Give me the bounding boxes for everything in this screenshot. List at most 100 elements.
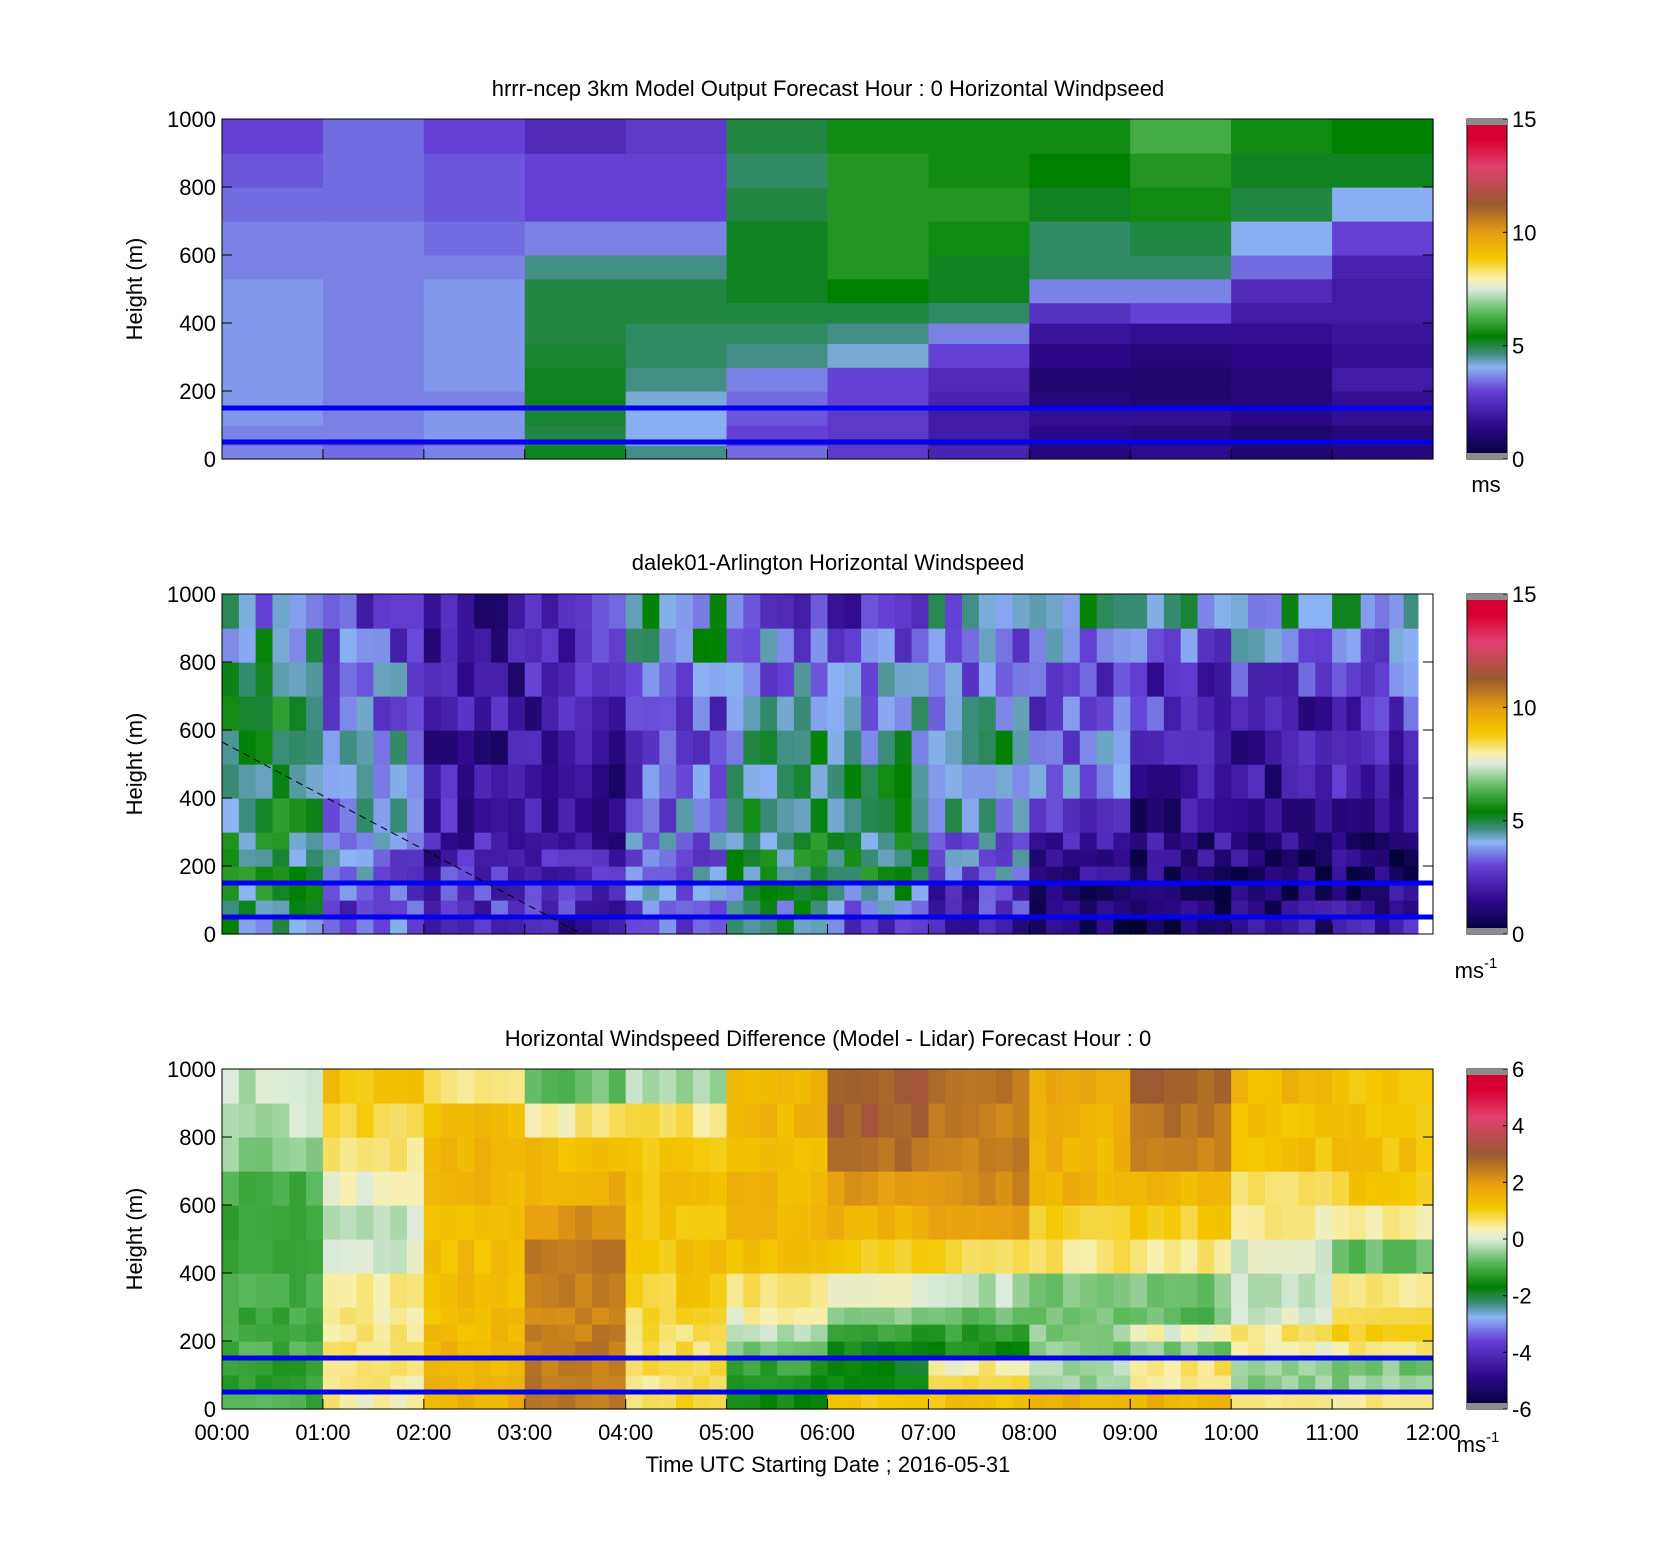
panel-lidar-cell [911,883,930,901]
panel-lidar-cell [608,662,627,697]
panel-difference-cell [440,1375,459,1393]
panel-lidar-cell [1197,866,1215,884]
panel-difference-cell [339,1239,358,1274]
panel-lidar-cell [877,628,896,663]
panel-difference-cell [1399,1069,1417,1104]
panel-lidar-cell [1079,628,1098,663]
panel-difference-cell [222,1137,240,1172]
panel-lidar-cell [1062,628,1081,663]
panel-difference-cell [877,1273,896,1308]
panel-model-cell [222,221,324,256]
panel-lidar-cell [339,730,358,765]
panel-lidar-cell [1029,662,1047,697]
panel-difference-cell [1264,1324,1283,1342]
panel-difference-cell [995,1392,1014,1410]
panel-lidar-cell [676,798,694,833]
panel-difference-cell [474,1205,492,1240]
panel-difference-cell [692,1358,711,1376]
panel-model-cell [423,278,526,304]
panel-lidar-cell [272,730,290,765]
panel-difference-cell [558,1324,576,1342]
panel-lidar-cell [962,730,980,765]
panel-model-cell [1332,391,1434,409]
panel-lidar-cell [423,594,442,629]
panel-lidar-cell [709,798,728,833]
panel-difference-cell [1096,1358,1115,1376]
panel-lidar-cell [1247,883,1266,901]
panel-lidar-cell [642,866,660,884]
panel-lidar-cell [793,917,812,935]
panel-lidar-cell [1264,917,1283,935]
panel-difference-cell [978,1273,997,1308]
panel-difference-cell [1315,1103,1333,1138]
panel-lidar-cell [894,798,913,833]
panel-difference-cell [743,1273,761,1308]
panel-lidar-cell [844,849,862,867]
panel-model-cell [1130,408,1232,426]
panel-lidar-cell [743,917,761,935]
panel-difference-cell [1332,1307,1350,1325]
panel-difference-cell [1264,1171,1283,1206]
panel-lidar-cell [676,832,694,850]
panel-lidar-cell [1046,866,1064,884]
panel-difference-cell [709,1137,728,1172]
panel-difference-cell [440,1392,459,1410]
panel-lidar-cell [238,900,257,918]
panel-lidar-cell [978,662,997,697]
panel-lidar-cell [1214,798,1232,833]
panel-lidar-cell [894,883,913,901]
panel-difference-cell [1365,1341,1384,1359]
panel-difference-cell [743,1137,761,1172]
panel-difference-cell [793,1239,812,1274]
panel-lidar-cell [777,883,795,901]
panel-difference-cell [894,1375,913,1393]
panel-lidar-cell [558,883,576,901]
panel-lidar-cell [491,764,509,799]
panel-difference-cell [390,1324,408,1342]
panel-lidar-cell [1214,900,1232,918]
panel-difference-cell [1147,1341,1165,1359]
panel-difference-cell [491,1205,509,1240]
panel-difference-heatmap [222,1069,1434,1410]
panel-lidar-cell [777,798,795,833]
panel-model-cell [625,343,728,368]
panel-lidar-cell [877,832,896,850]
panel-difference-cell [1382,1358,1400,1376]
panel-lidar-cell [1332,696,1347,731]
panel-lidar-cell [507,594,526,629]
panel-difference-cell [407,1069,425,1104]
panel-difference-cell [1214,1069,1232,1104]
panel-difference-cell [844,1341,862,1359]
panel-model-cell [1231,119,1333,154]
panel-lidar-cell [1281,900,1300,918]
panel-lidar-cell [322,764,341,799]
panel-lidar-cell [457,764,475,799]
panel-difference-cell [1062,1324,1081,1342]
panel-lidar-cell [1403,900,1419,918]
panel-lidar-cell [877,764,896,799]
panel-model-cell [1332,445,1434,460]
panel-difference-cell [676,1324,694,1342]
panel-difference-cell [491,1341,509,1359]
panel-lidar-cell [962,628,980,663]
panel-lidar-cell [1346,849,1362,867]
panel-difference-cell [1365,1239,1384,1274]
panel-lidar-cell [272,764,290,799]
panel-lidar-cell [1281,849,1300,867]
panel-lidar-cell [407,832,425,850]
panel-lidar-cell [642,662,660,697]
panel-model-cell [827,391,930,409]
panel-lidar-cell [743,849,761,867]
panel-lidar-cell [1360,764,1376,799]
panel-lidar-cell [1332,832,1347,850]
panel-lidar-cell [810,798,829,833]
panel-lidar-cell [760,594,778,629]
panel-difference-cell [289,1137,307,1172]
panel-difference-cell [592,1273,610,1308]
panel-difference-cell [356,1273,374,1308]
panel-model-cell [928,367,1030,392]
panel-difference-cell [726,1307,744,1325]
panel-lidar-cell [709,594,728,629]
panel-difference-cell [407,1341,425,1359]
panel-difference-cell [1281,1205,1300,1240]
